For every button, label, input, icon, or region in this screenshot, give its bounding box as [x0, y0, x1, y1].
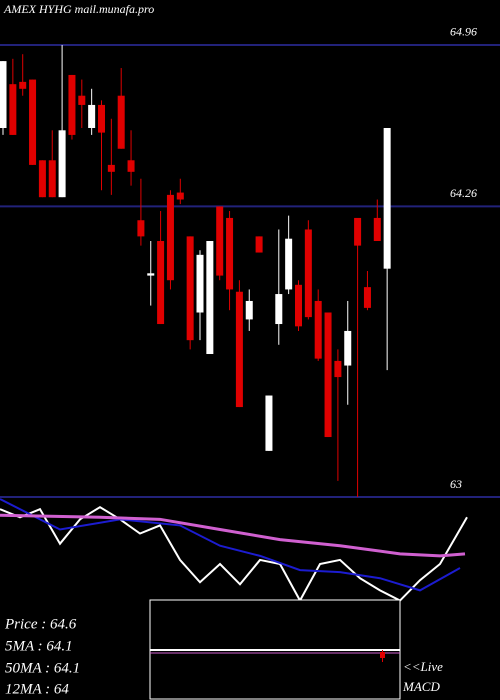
candle-body — [285, 238, 293, 290]
candle-body — [176, 192, 184, 200]
candle-body — [344, 330, 352, 366]
y-tick-label: 64.96 — [450, 25, 477, 39]
candle-body — [216, 206, 224, 276]
candle-body — [373, 217, 381, 242]
y-tick-label: 64.26 — [450, 186, 477, 200]
candle-body — [157, 241, 165, 325]
candle-body — [107, 164, 115, 172]
candle-body — [235, 291, 243, 408]
candle-body — [38, 160, 46, 198]
candle-body — [304, 229, 312, 318]
chart-title: AMEX HYHG mail.munafa.pro — [3, 2, 154, 16]
candle-body — [58, 130, 66, 198]
candle-body — [206, 241, 214, 355]
candle-body — [147, 273, 155, 276]
info-price: Price : 64.6 — [4, 616, 77, 632]
candle-body — [245, 300, 253, 320]
candle-body — [196, 254, 204, 313]
indicator-line — [0, 513, 466, 558]
candle-body — [98, 104, 105, 133]
candle-body — [48, 160, 56, 198]
candle-body — [166, 194, 174, 281]
candle-body — [68, 74, 76, 135]
candle-body — [226, 217, 234, 290]
candle-body — [324, 312, 332, 438]
candle-body — [354, 217, 362, 246]
candle-body — [334, 360, 342, 378]
candle-body — [117, 95, 125, 149]
candle-body — [0, 61, 7, 128]
macd-label: MACD — [402, 679, 440, 694]
candle-body — [29, 79, 37, 165]
candle-body — [127, 160, 135, 172]
indicator-line — [0, 505, 468, 603]
candle-body — [265, 395, 273, 451]
candle-body — [383, 127, 391, 269]
candle-body — [314, 300, 322, 359]
candle-body — [9, 84, 17, 135]
candle-body — [363, 287, 371, 308]
candle-body — [186, 236, 194, 341]
candle-body — [275, 294, 283, 325]
y-tick-label: 63 — [450, 477, 462, 491]
info-5ma: 5MA : 64.1 — [5, 638, 73, 654]
candle-body — [78, 95, 86, 105]
live-label: <<Live — [403, 659, 443, 674]
candle-body — [137, 220, 145, 237]
indicator-line — [0, 498, 461, 592]
info-50ma: 50MA : 64.1 — [5, 660, 80, 676]
info-12ma: 12MA : 64 — [5, 681, 69, 697]
candle-body — [19, 81, 27, 89]
candle-body — [255, 236, 263, 253]
candle-body — [88, 104, 96, 128]
candle-body — [295, 284, 302, 327]
